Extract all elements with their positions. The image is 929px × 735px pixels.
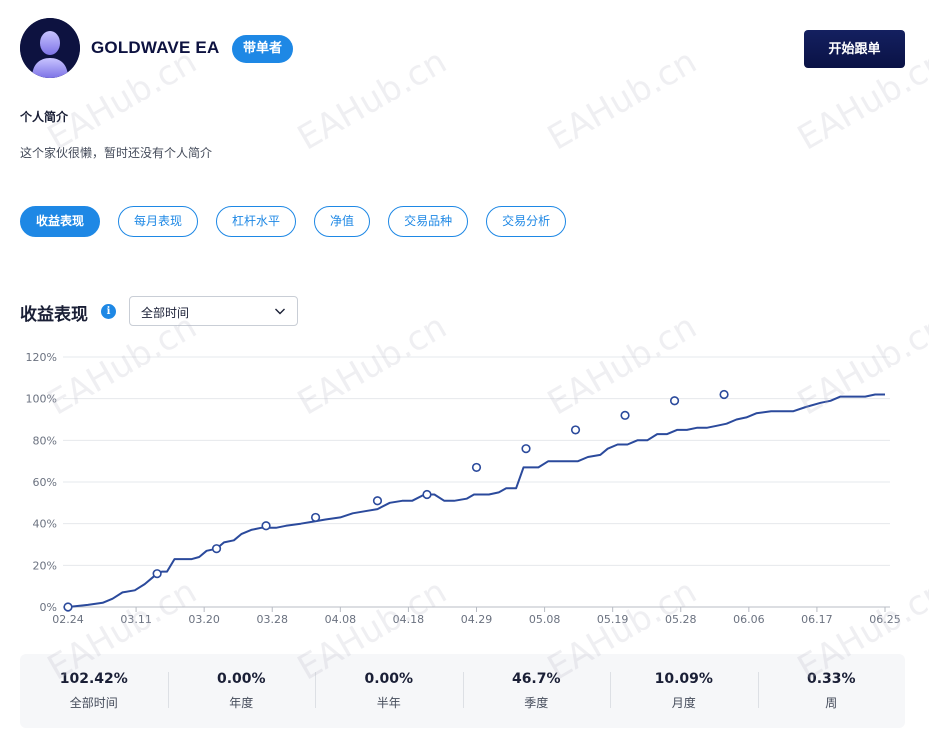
tab-instruments[interactable]: 交易品种 xyxy=(388,206,469,237)
data-point xyxy=(669,396,680,406)
performance-chart: 0% 20% 40% 60% 80% 100% 120% 02.24 03.11 03.20 03.… xyxy=(26,351,901,626)
stat-label: 年度 xyxy=(229,696,254,710)
x-tick-label: 03.28 xyxy=(257,613,289,626)
y-tick-label: 80% xyxy=(33,434,57,447)
stats-bar: 102.42% 全部时间 0.00% 年度 0.00% 半年 46.7% 季度 … xyxy=(20,654,905,728)
stat-value: 0.00% xyxy=(216,671,266,687)
bio-title: 个人简介 xyxy=(20,110,69,124)
stat-value: 0.33% xyxy=(806,671,856,687)
trader-name: GOLDWAVE EA xyxy=(91,38,220,57)
chevron-down-icon xyxy=(275,308,285,315)
stat-label: 周 xyxy=(825,696,838,710)
x-tick-label: 04.18 xyxy=(393,613,425,626)
y-tick-label: 100% xyxy=(26,393,57,406)
data-point xyxy=(211,544,222,554)
stat-quarterly: 46.7% 季度 xyxy=(462,654,611,728)
stat-label: 半年 xyxy=(376,696,401,710)
tab-bar: 收益表现 每月表现 杠杆水平 净值 交易品种 交易分析 xyxy=(20,206,584,237)
start-copy-button[interactable]: 开始跟单 xyxy=(804,30,905,68)
stat-weekly: 0.33% 周 xyxy=(757,654,906,728)
data-point xyxy=(372,496,383,506)
data-point xyxy=(422,489,432,500)
data-point xyxy=(63,602,73,612)
stat-all-time: 102.42% 全部时间 xyxy=(20,654,168,728)
data-point xyxy=(570,425,581,435)
tab-analysis[interactable]: 交易分析 xyxy=(486,206,567,237)
series-line xyxy=(67,393,885,608)
stat-label: 全部时间 xyxy=(69,696,118,710)
user-silhouette-icon xyxy=(20,18,80,78)
info-icon[interactable]: i xyxy=(101,304,116,319)
stat-label: 月度 xyxy=(671,696,696,710)
tab-monthly[interactable]: 每月表现 xyxy=(118,206,199,237)
data-point xyxy=(719,389,729,400)
x-tick-label: 04.08 xyxy=(325,613,357,626)
x-tick-label: 05.19 xyxy=(597,613,629,626)
x-tick-label: 05.08 xyxy=(529,613,561,626)
x-tick-label: 05.28 xyxy=(665,613,697,626)
x-tick-label: 04.29 xyxy=(461,613,493,626)
x-tick-label: 02.24 xyxy=(52,613,84,626)
x-tick-label: 06.25 xyxy=(869,613,901,626)
x-tick-label: 06.06 xyxy=(733,613,765,626)
stat-value: 46.7% xyxy=(511,671,561,687)
stat-label: 季度 xyxy=(524,696,549,710)
data-point xyxy=(521,444,531,454)
stat-value: 10.09% xyxy=(654,671,713,687)
y-tick-label: 0% xyxy=(40,601,57,614)
x-tick-label: 03.20 xyxy=(188,613,220,626)
data-point xyxy=(620,410,630,420)
y-tick-label: 40% xyxy=(33,518,57,531)
data-point xyxy=(261,521,271,531)
stat-yearly: 0.00% 年度 xyxy=(167,654,316,728)
tab-performance[interactable]: 收益表现 xyxy=(20,206,101,237)
data-point xyxy=(310,512,321,523)
stat-value: 0.00% xyxy=(364,671,414,687)
y-tick-label: 60% xyxy=(33,476,57,489)
avatar[interactable] xyxy=(20,18,80,78)
x-tick-label: 03.11 xyxy=(120,613,152,626)
stat-half-year: 0.00% 半年 xyxy=(315,654,463,728)
data-point xyxy=(471,462,482,473)
bio-text: 这个家伙很懒，暂时还没有个人简介 xyxy=(20,146,213,160)
stat-value: 102.42% xyxy=(59,671,128,687)
trader-header: GOLDWAVE EA 带单者 开始跟单 xyxy=(20,18,905,80)
tab-equity[interactable]: 净值 xyxy=(314,206,371,237)
role-badge: 带单者 xyxy=(232,35,294,63)
section-title: 收益表现 xyxy=(20,305,88,325)
y-tick-label: 20% xyxy=(33,559,57,572)
tab-leverage[interactable]: 杠杆水平 xyxy=(216,206,297,237)
x-tick-label: 06.17 xyxy=(801,613,833,626)
stat-monthly: 10.09% 月度 xyxy=(610,654,758,728)
time-range-select[interactable]: 全部时间 xyxy=(129,296,298,326)
data-point xyxy=(152,569,162,579)
time-range-value: 全部时间 xyxy=(141,306,190,320)
y-tick-label: 120% xyxy=(26,351,57,364)
